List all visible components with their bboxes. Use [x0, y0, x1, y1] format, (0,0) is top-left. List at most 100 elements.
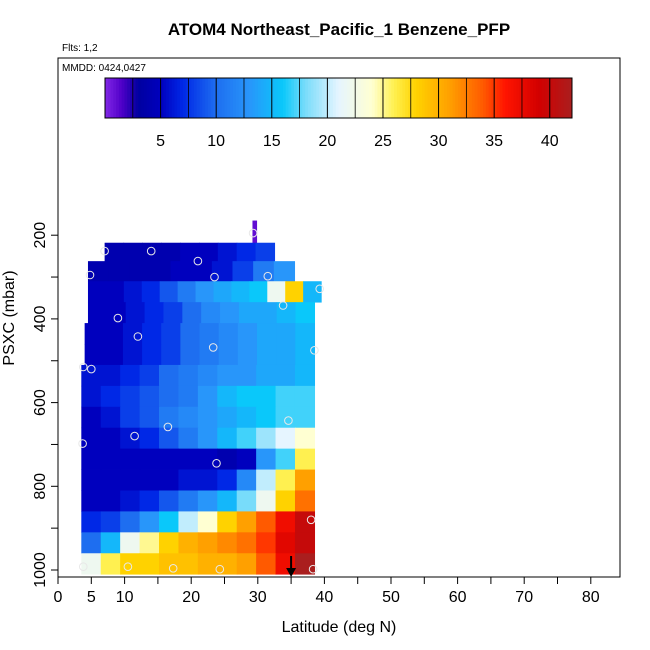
colorbar-swatch: [302, 78, 306, 118]
colorbar-swatch: [471, 78, 476, 118]
colorbar: 5 10 15 20 25 30 35 40: [104, 77, 573, 150]
heatmap-cell: [236, 448, 257, 470]
heatmap-cell: [161, 344, 181, 366]
heatmap-cell: [178, 364, 199, 387]
colorbar-swatch: [218, 78, 223, 118]
colorbar-swatch: [544, 78, 548, 118]
heatmap-cell: [104, 242, 125, 262]
heatmap-cell: [253, 261, 275, 282]
colorbar-swatch: [121, 78, 125, 118]
colorbar-swatch: [269, 78, 273, 118]
colorbar-swatch: [257, 78, 262, 118]
colorbar-swatch: [207, 78, 212, 118]
sample-point: [284, 416, 293, 425]
sample-point: [113, 313, 123, 323]
colorbar-swatch: [466, 78, 470, 118]
heatmap-cell: [197, 490, 218, 512]
colorbar-tick-label: 10: [207, 133, 225, 150]
heatmap-cell: [100, 511, 121, 533]
x-tick-label: 5: [87, 589, 96, 606]
colorbar-swatch: [516, 78, 520, 118]
x-tick-label: 0: [54, 589, 63, 606]
colorbar-swatch: [552, 78, 556, 118]
heatmap-cell: [294, 532, 316, 554]
colorbar-swatch: [249, 78, 253, 118]
colorbar-swatch: [369, 78, 373, 118]
heatmap-cell: [180, 323, 201, 345]
colorbar-swatch: [327, 78, 331, 118]
heatmap-cell: [275, 511, 296, 533]
heatmap-cell: [139, 490, 160, 512]
heatmap-cell: [120, 427, 141, 450]
heatmap-cell: [295, 323, 316, 345]
heatmap-cell: [217, 553, 238, 575]
heatmap-cell: [161, 323, 181, 345]
x-axis: 0 5 10 20 30 40 50 60 70 80: [54, 577, 600, 606]
heatmap-cell: [275, 469, 296, 491]
heatmap-cell: [256, 323, 277, 345]
heatmap-cell: [178, 490, 199, 512]
colorbar-ticks: 5 10 15 20 25 30 35 40: [132, 78, 559, 150]
colorbar-swatch: [266, 78, 270, 118]
heatmap-cell: [159, 427, 180, 450]
heatmap-cell: [108, 261, 130, 282]
colorbar-swatch: [394, 78, 398, 118]
colorbar-swatch: [132, 78, 137, 118]
colorbar-swatch: [555, 78, 559, 118]
sample-points: [78, 228, 325, 574]
sample-point: [248, 228, 258, 238]
colorbar-swatch: [316, 78, 320, 118]
colorbar-swatch: [560, 78, 565, 118]
heatmap-cell: [217, 469, 238, 491]
heatmap-cell: [178, 427, 199, 450]
colorbar-swatch: [371, 78, 376, 118]
colorbar-swatch: [335, 78, 339, 118]
colorbar-swatch: [363, 78, 367, 118]
x-tick-label: 70: [515, 589, 533, 606]
heatmap-cell: [120, 511, 141, 533]
plot-frame: [57, 57, 621, 578]
colorbar-swatch: [477, 78, 481, 118]
colorbar-swatch: [232, 78, 237, 118]
heatmap-cell: [159, 511, 180, 533]
heatmap-cell: [217, 364, 238, 387]
colorbar-tick-label: 20: [318, 133, 336, 150]
heatmap-cell: [178, 553, 199, 575]
heatmap-cell: [142, 242, 162, 262]
colorbar-swatch: [174, 78, 178, 118]
colorbar-swatch: [366, 78, 370, 118]
heatmap-cell: [201, 302, 221, 324]
heatmap-cell: [256, 448, 277, 470]
colorbar-swatch: [255, 78, 259, 118]
heatmap-cell: [232, 261, 254, 282]
colorbar-swatch: [235, 78, 239, 118]
colorbar-swatch: [541, 78, 545, 118]
colorbar-swatch: [474, 78, 478, 118]
colorbar-swatch: [446, 78, 451, 118]
heatmap-cell: [217, 490, 238, 512]
colorbar-swatch: [180, 78, 184, 118]
sample-point: [278, 301, 288, 310]
heatmap-cell: [81, 385, 102, 408]
heatmap-cell: [276, 323, 296, 345]
flights-label: Flts: 1,2: [62, 43, 98, 54]
colorbar-swatch: [463, 78, 467, 118]
colorbar-swatch: [488, 78, 492, 118]
heatmap-cell: [254, 220, 258, 244]
heatmap-cell: [81, 469, 102, 491]
colorbar-swatch: [168, 78, 173, 118]
colorbar-swatch: [205, 78, 209, 118]
colorbar-swatch: [388, 78, 392, 118]
colorbar-swatch: [352, 78, 356, 118]
sample-point: [78, 439, 87, 448]
y-tick-label: 400: [32, 305, 49, 332]
colorbar-swatch: [510, 78, 515, 118]
sample-point: [208, 343, 218, 352]
colorbar-swatch: [527, 78, 531, 118]
heatmap-cell: [238, 302, 259, 324]
colorbar-swatch: [224, 78, 228, 118]
heatmap-cell: [256, 490, 277, 512]
colorbar-swatch: [349, 78, 353, 118]
heatmap-cell: [106, 302, 127, 324]
